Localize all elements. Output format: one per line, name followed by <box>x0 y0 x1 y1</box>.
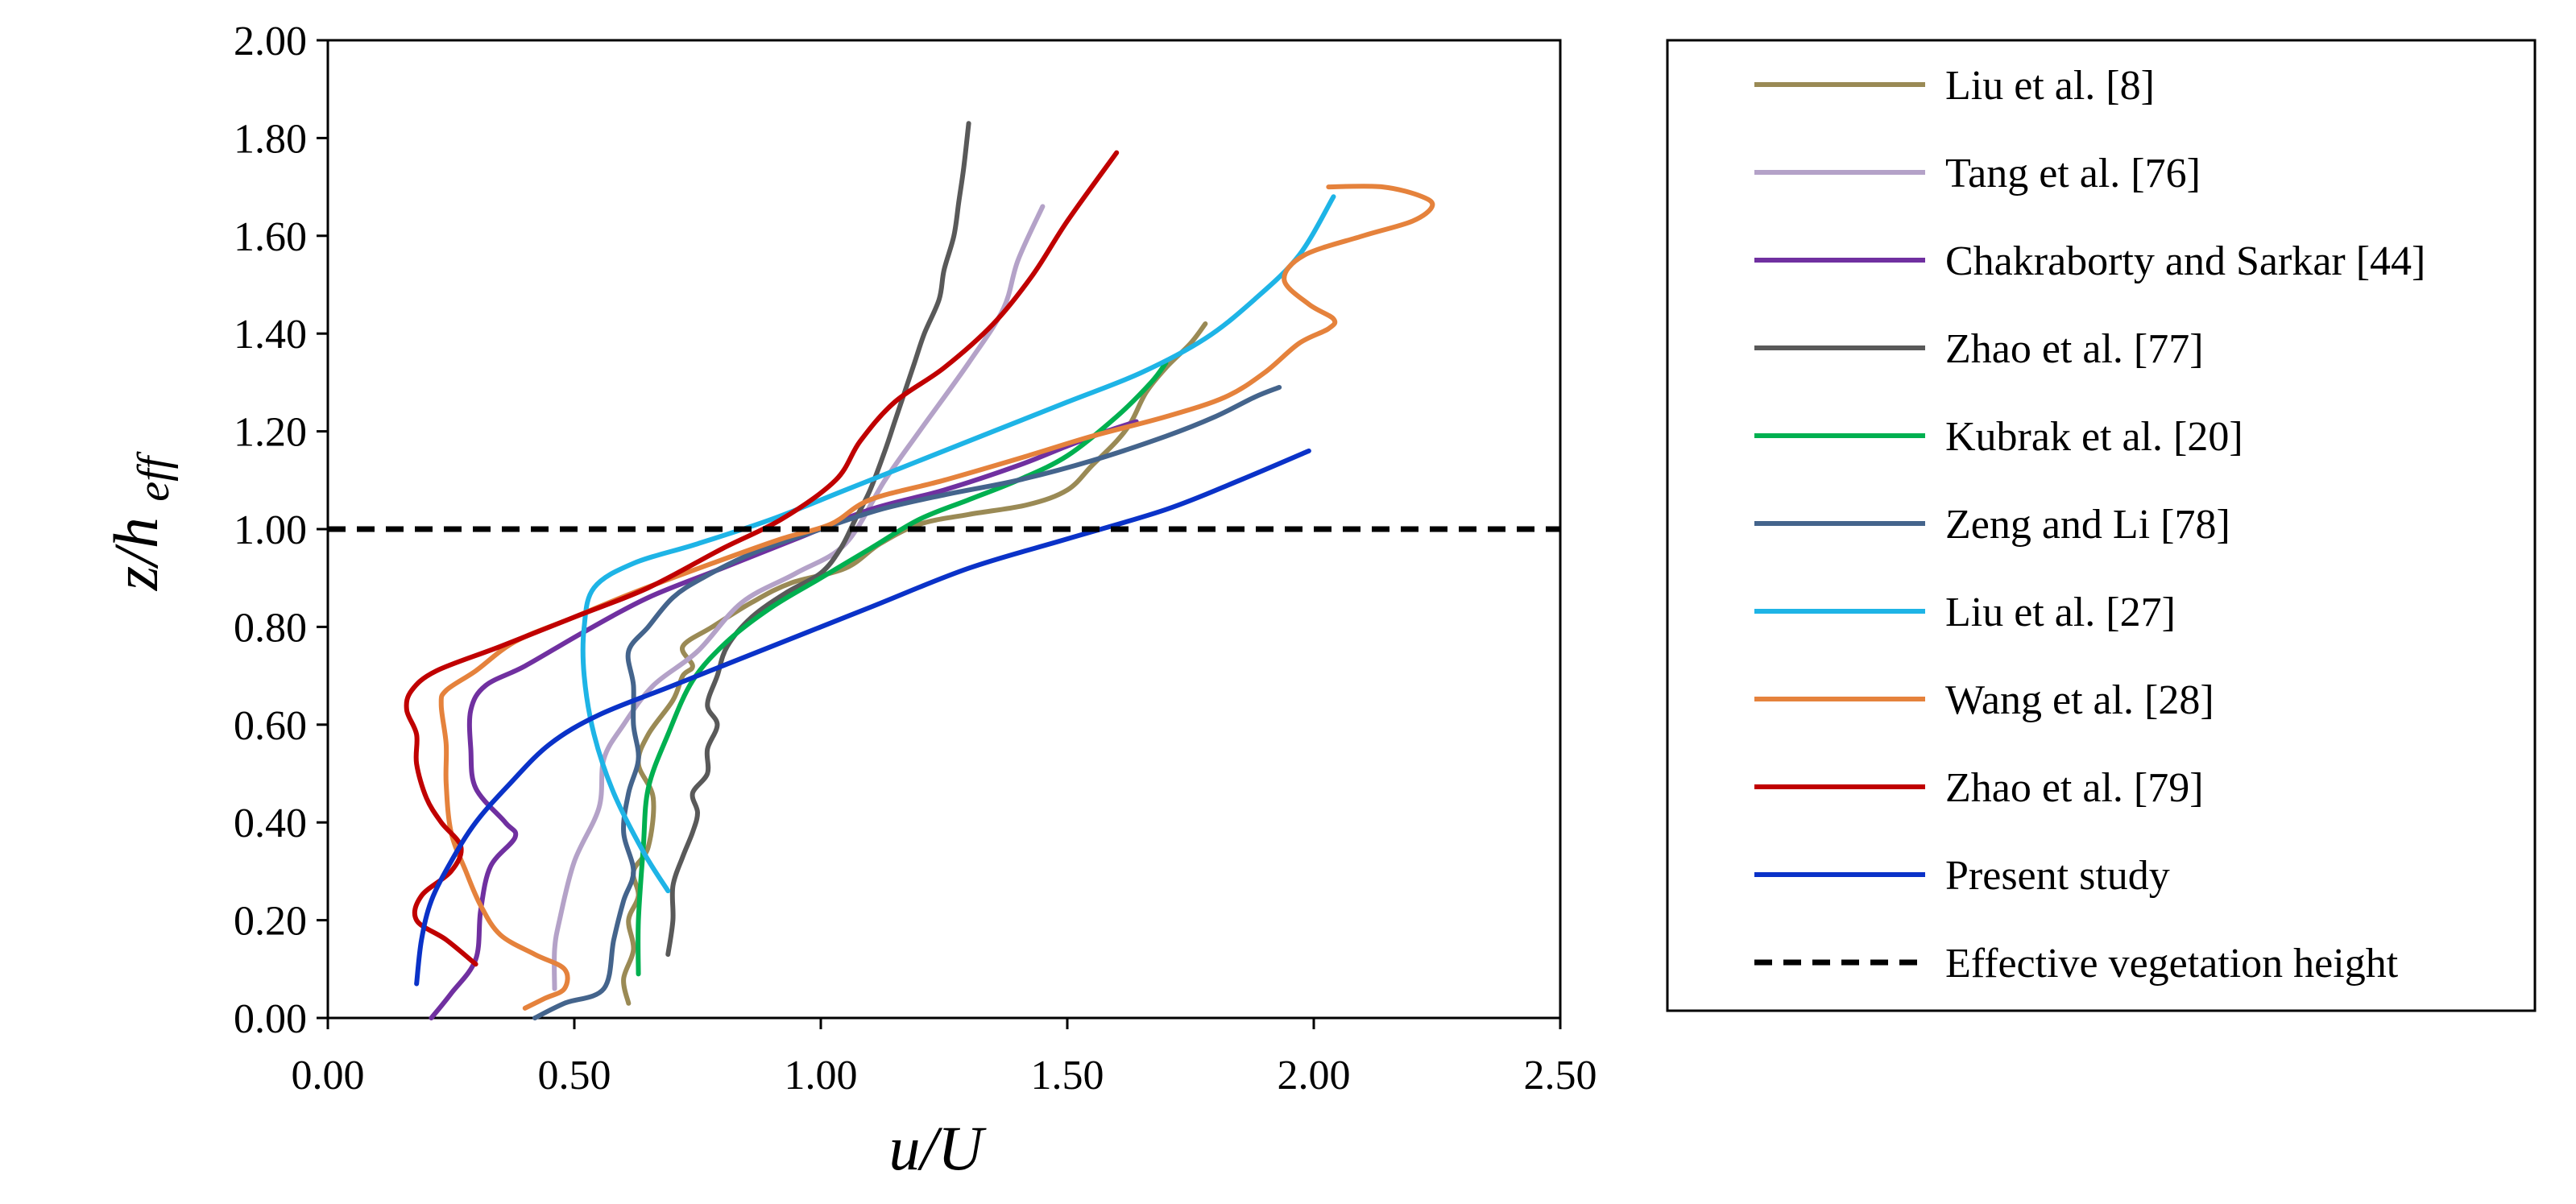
legend-label: Zeng and Li [78] <box>1945 502 2230 548</box>
x-tick-label: 2.00 <box>1278 1053 1351 1098</box>
legend-label: Wang et al. [28] <box>1945 677 2214 723</box>
series-line-zhao-et-al-79 <box>404 150 1120 967</box>
axes: 0.00 0.50 1.00 1.50 2.00 2.50 0.00 0.20 0.40 0.60… <box>234 19 1597 1098</box>
legend-label: Chakraborty and Sarkar [44] <box>1945 238 2425 284</box>
y-tick-label: 1.20 <box>234 410 307 456</box>
legend-item-kubrak-et-al-20: Kubrak et al. [20] <box>1754 414 2243 460</box>
legend-label: Zhao et al. [77] <box>1945 326 2204 372</box>
x-tick-label: 1.00 <box>785 1053 858 1098</box>
y-tick-label: 0.00 <box>234 996 307 1042</box>
y-tick-label: 0.20 <box>234 899 307 945</box>
series-layer <box>328 121 1560 1020</box>
y-tick-label: 1.40 <box>234 312 307 358</box>
legend-item-present-study: Present study <box>1754 853 2170 899</box>
legend-label: Liu et al. [8] <box>1945 63 2155 109</box>
legend-item-zhao-et-al-79: Zhao et al. [79] <box>1754 765 2204 811</box>
y-tick-label: 0.60 <box>234 703 307 749</box>
series-line-zeng-and-li-78 <box>532 384 1282 1020</box>
legend-label: Present study <box>1945 853 2170 899</box>
legend-label: Liu et al. [27] <box>1945 590 2176 635</box>
legend: Liu et al. [8] Tang et al. [76] Chakrabort… <box>1666 39 2537 1012</box>
legend-item-tang-et-al-76: Tang et al. [76] <box>1754 151 2201 197</box>
y-axis-title-subscript: eff <box>129 450 179 501</box>
x-tick-label: 0.00 <box>292 1053 365 1098</box>
legend-item-chakraborty-and-sarkar-44: Chakraborty and Sarkar [44] <box>1754 238 2425 284</box>
series-line-tang-et-al-76 <box>552 204 1046 991</box>
legend-label: Kubrak et al. [20] <box>1945 414 2243 460</box>
x-tick-label: 1.50 <box>1031 1053 1104 1098</box>
y-tick-label: 1.60 <box>234 214 307 260</box>
legend-item-effective-vegetation-height: Effective vegetation height <box>1754 941 2399 987</box>
legend-label: Effective vegetation height <box>1945 941 2399 987</box>
legend-item-zhao-et-al-77: Zhao et al. [77] <box>1754 326 2204 372</box>
legend-item-liu-et-al-8: Liu et al. [8] <box>1754 63 2155 109</box>
legend-items: Liu et al. [8] Tang et al. [76] Chakrabort… <box>1754 63 2425 987</box>
series-line-kubrak-et-al-20 <box>636 360 1169 977</box>
legend-label: Zhao et al. [79] <box>1945 765 2204 811</box>
series-line-zhao-et-al-77 <box>665 121 971 958</box>
y-tick-label: 2.00 <box>234 19 307 64</box>
y-tick-label: 1.00 <box>234 507 307 553</box>
y-tick-label: 0.80 <box>234 605 307 651</box>
y-tick-label: 0.40 <box>234 801 307 846</box>
x-tick-label: 2.50 <box>1524 1053 1597 1098</box>
series-line-chakraborty-and-sarkar-44 <box>429 419 1139 1020</box>
x-axis-title: u/U <box>889 1113 988 1183</box>
x-tick-label: 0.50 <box>538 1053 611 1098</box>
legend-item-liu-et-al-27: Liu et al. [27] <box>1754 590 2176 635</box>
legend-item-zeng-and-li-78: Zeng and Li [78] <box>1754 502 2230 548</box>
series-line-present-study <box>414 448 1311 987</box>
y-tick-label: 1.80 <box>234 116 307 162</box>
legend-item-wang-et-al-28: Wang et al. [28] <box>1754 677 2214 723</box>
series-line-wang-et-al-28 <box>438 184 1435 1011</box>
y-axis-title-main: z/h <box>101 517 171 591</box>
legend-label: Tang et al. [76] <box>1945 151 2201 197</box>
y-axis-title: z/h eff <box>101 450 179 591</box>
